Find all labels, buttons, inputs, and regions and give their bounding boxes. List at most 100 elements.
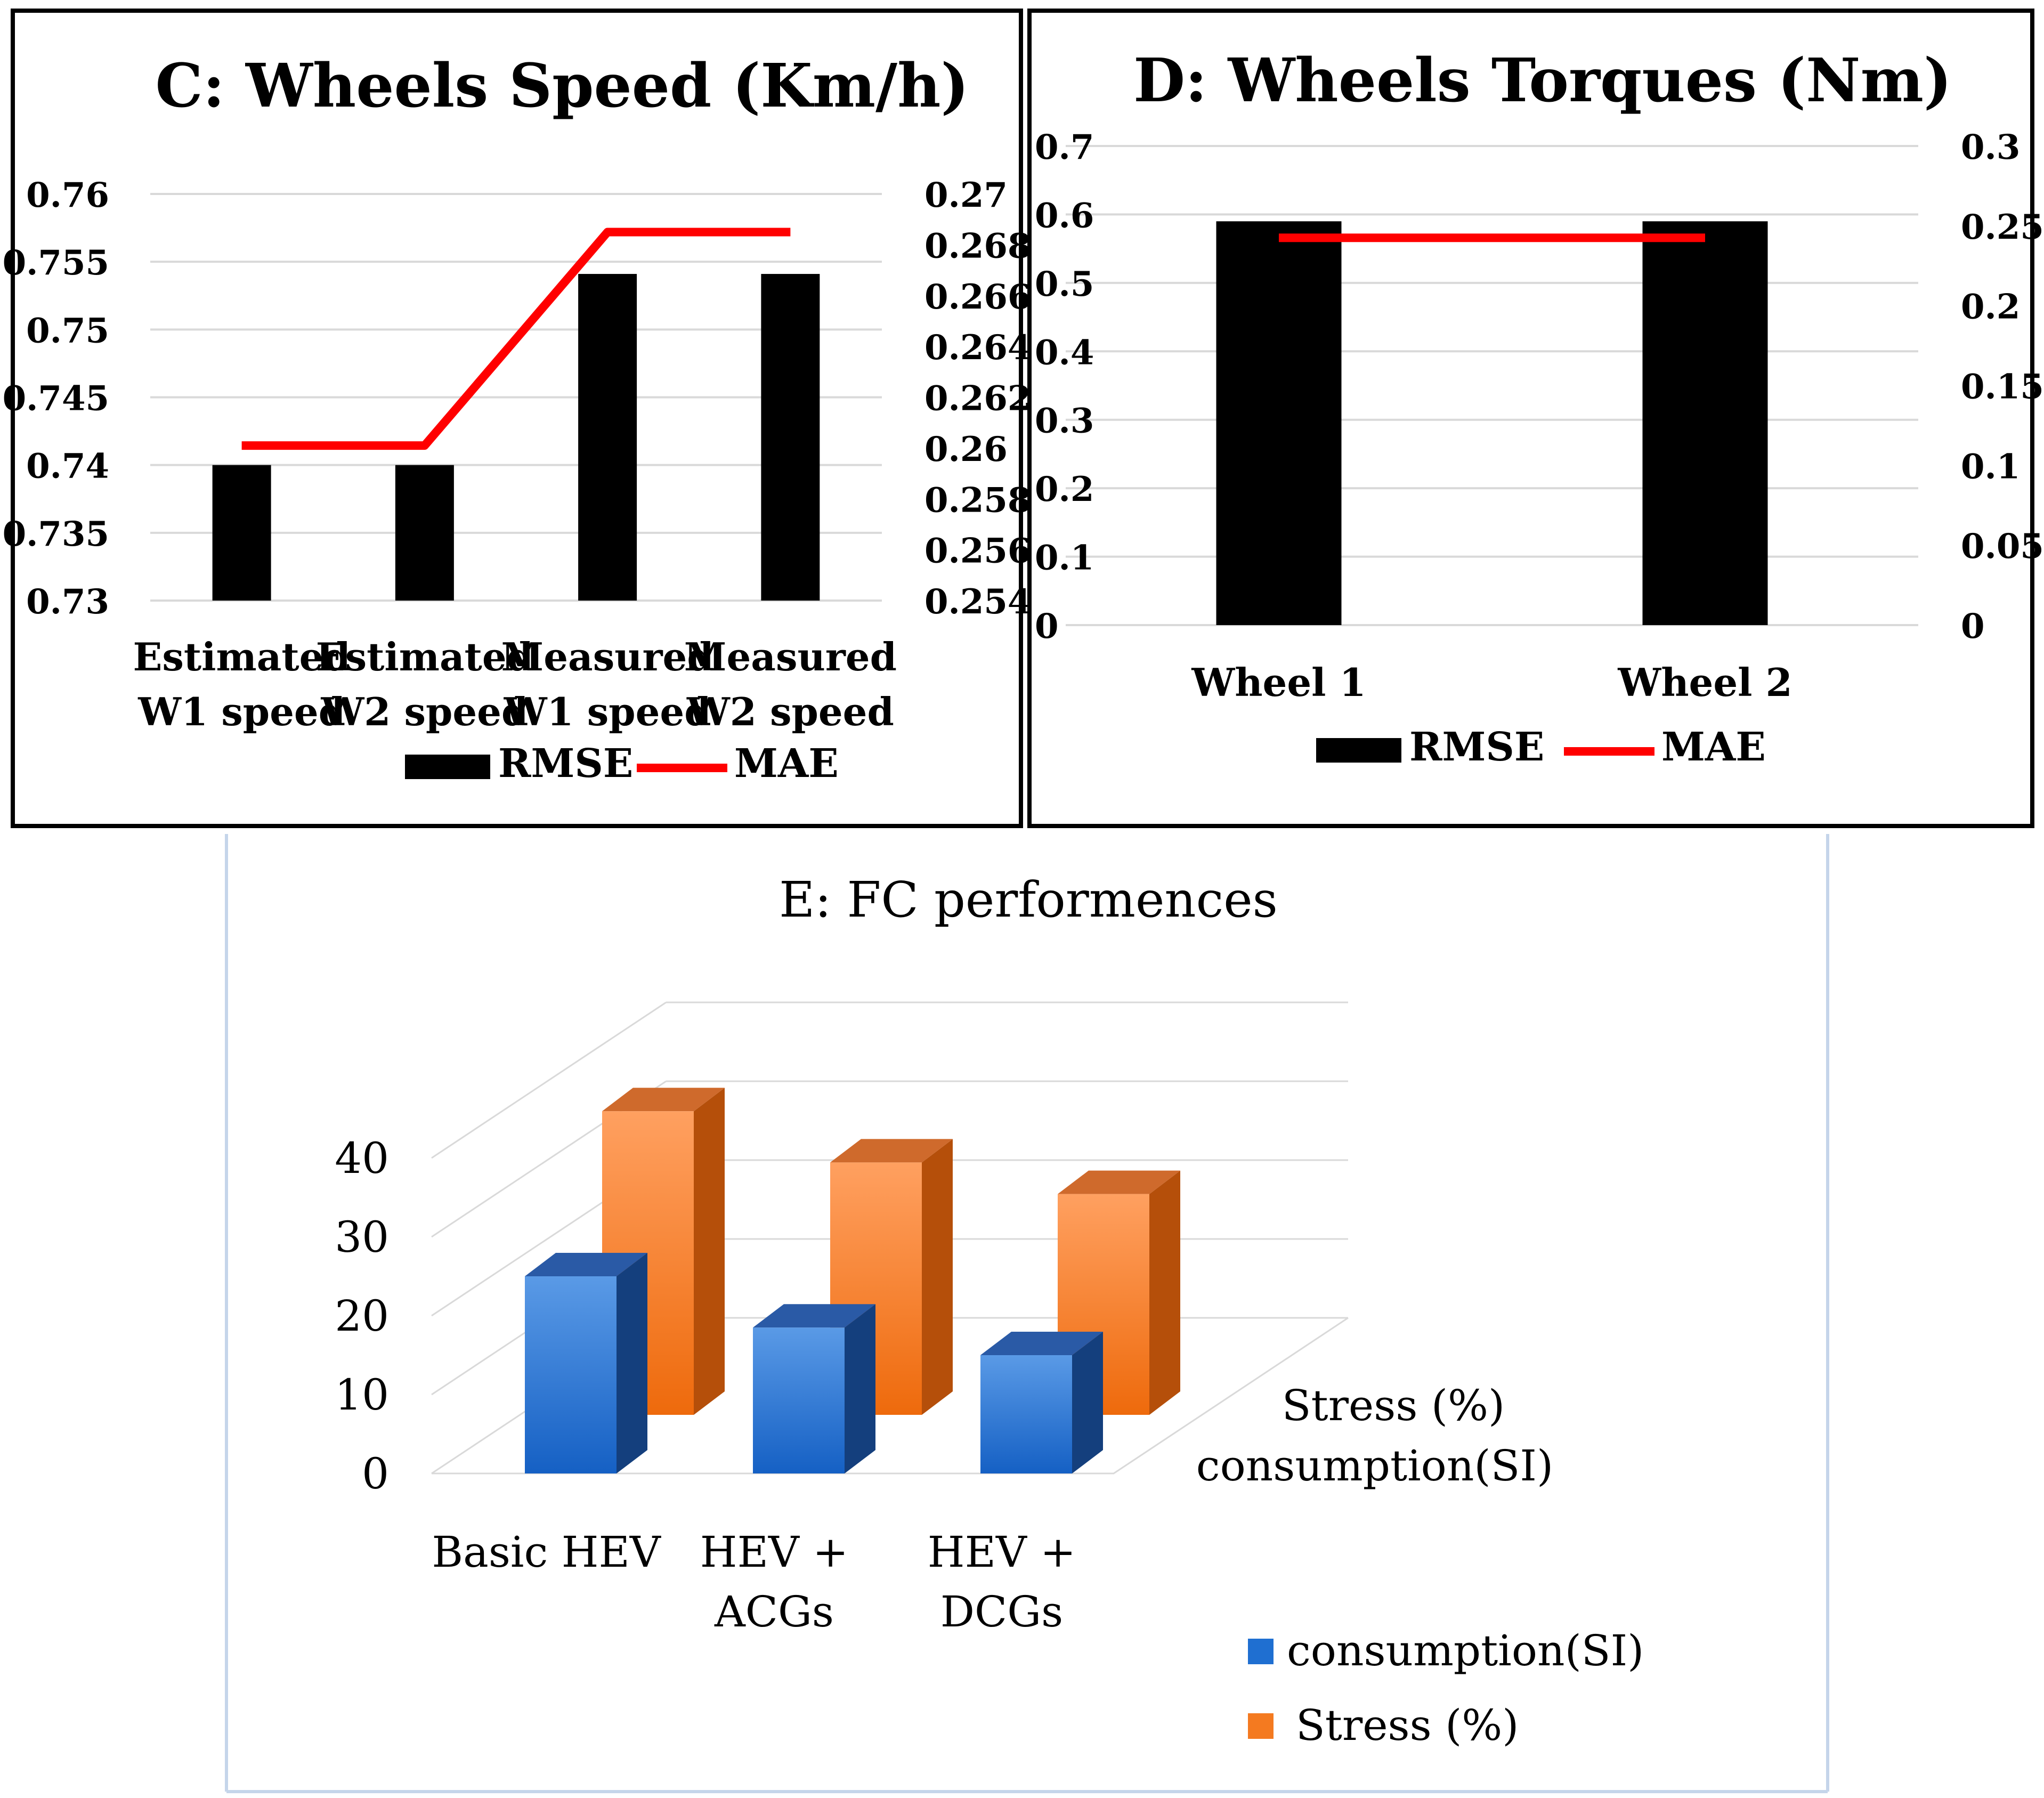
category-label: Measured <box>501 634 714 679</box>
rmse-bar <box>212 465 271 601</box>
stress-bar-top <box>1058 1170 1180 1194</box>
y-tick-label: 10 <box>335 1370 389 1420</box>
left-tick-label: 0.735 <box>3 514 109 554</box>
category-label: Wheel 2 <box>1617 660 1792 705</box>
panel-c-frame <box>11 9 1023 828</box>
legend-mae-label: MAE <box>734 741 839 787</box>
category-label: ACGs <box>714 1587 834 1637</box>
panel-c-mae-line <box>241 228 791 450</box>
left-tick-label: 0.3 <box>1035 401 1094 441</box>
panel-c-category-labels: Estimated W1 speed Estimated W2 speed Measur… <box>133 634 896 734</box>
y-tick-label: 0 <box>362 1449 389 1499</box>
legend-rmse-swatch <box>405 755 490 779</box>
right-tick-label: 0.264 <box>924 328 1031 368</box>
rmse-bar <box>578 274 637 601</box>
legend-rmse-swatch <box>1316 738 1401 763</box>
right-tick-label: 0.05 <box>1961 527 2044 566</box>
right-tick-label: 0.3 <box>1961 127 2020 167</box>
panel-e-y-ticks: 40 30 20 10 0 <box>335 1133 389 1499</box>
right-tick-label: 0.256 <box>924 531 1031 571</box>
right-tick-label: 0 <box>1961 606 1985 646</box>
left-tick-label: 0.7 <box>1035 127 1094 167</box>
depth-label-stress: Stress (%) <box>1282 1381 1505 1430</box>
right-tick-label: 0.27 <box>924 175 1008 215</box>
panel-c-gridlines <box>150 193 882 602</box>
category-label: HEV + <box>700 1527 848 1577</box>
legend-mae-label: MAE <box>1661 724 1766 770</box>
left-tick-label: 0.1 <box>1035 538 1094 578</box>
consumption-bar <box>753 1304 875 1473</box>
right-tick-label: 0.254 <box>924 582 1031 622</box>
right-tick-label: 0.262 <box>924 379 1031 419</box>
legend-rmse-label: RMSE <box>1409 724 1544 770</box>
panel-d-right-ticks: 0.3 0.25 0.2 0.15 0.1 0.05 0 <box>1961 127 2044 646</box>
panel-c-left-ticks: 0.76 0.755 0.75 0.745 0.74 0.735 0.73 <box>3 175 109 622</box>
stress-bar-side <box>1149 1170 1180 1415</box>
consumption-bar-top <box>753 1304 875 1328</box>
right-tick-label: 0.258 <box>924 480 1031 520</box>
rmse-bar <box>395 465 454 601</box>
gridline-side <box>431 1001 667 1159</box>
consumption-bar-front <box>980 1355 1072 1473</box>
consumption-bar <box>525 1253 647 1473</box>
consumption-bar-side <box>845 1304 875 1473</box>
legend-consumption-swatch <box>1248 1639 1274 1664</box>
panel-e: E: FC performences 40 30 20 10 0 Basic HEV HE… <box>225 834 1829 1793</box>
y-tick-label: 40 <box>335 1133 389 1183</box>
panel-c-right-ticks: 0.27 0.268 0.266 0.264 0.262 0.26 0.258 0.256 0.… <box>924 175 1031 622</box>
y-tick-label: 30 <box>335 1212 389 1262</box>
category-label: W2 speed <box>320 689 528 734</box>
consumption-bar-side <box>1072 1332 1103 1473</box>
consumption-bar-front <box>753 1327 845 1473</box>
left-tick-label: 0.74 <box>26 447 109 487</box>
right-tick-label: 0.2 <box>1961 287 2020 327</box>
panel-e-legend: consumption(SI) Stress (%) <box>1248 1626 1644 1750</box>
right-tick-label: 0.26 <box>924 430 1008 469</box>
mae-line <box>241 228 791 450</box>
stress-bar-top <box>830 1139 953 1163</box>
category-label: Measured <box>684 634 897 679</box>
right-tick-label: 0.266 <box>924 277 1031 317</box>
category-label: Basic HEV <box>432 1527 661 1577</box>
depth-label-consumption: consumption(SI) <box>1196 1441 1553 1491</box>
panel-d-legend: RMSE MAE <box>1316 724 1766 770</box>
left-tick-label: 0.4 <box>1035 333 1094 372</box>
panel-c-title: C: Wheels Speed (Km/h) <box>156 51 969 121</box>
legend-rmse-label: RMSE <box>498 741 633 787</box>
category-label: DCGs <box>940 1587 1063 1637</box>
panel-d-left-ticks: 0.7 0.6 0.5 0.4 0.3 0.2 0.1 0 <box>1035 127 1094 646</box>
panel-d: D: Wheels Torques (Nm) 0.7 0.6 0.5 0.4 0.3 0.… <box>1027 9 2044 828</box>
panel-e-category-labels: Basic HEV HEV + ACGs HEV + DCGs <box>432 1527 1076 1637</box>
panel-d-category-labels: Wheel 1 Wheel 2 <box>1191 660 1792 705</box>
stress-bar-side <box>694 1088 725 1415</box>
right-tick-label: 0.1 <box>1961 447 2020 487</box>
panel-d-frame <box>1027 9 2034 828</box>
left-tick-label: 0.755 <box>3 243 109 283</box>
right-tick-label: 0.268 <box>924 226 1031 266</box>
consumption-bar-top <box>980 1332 1103 1355</box>
left-tick-label: 0.745 <box>3 379 109 419</box>
rmse-bar <box>1642 221 1768 625</box>
legend-consumption-label: consumption(SI) <box>1287 1626 1644 1675</box>
left-tick-label: 0.75 <box>26 311 109 351</box>
right-tick-label: 0.25 <box>1961 207 2044 247</box>
panel-c-legend: RMSE MAE <box>405 741 839 787</box>
left-tick-label: 0.5 <box>1035 264 1094 304</box>
floor-edge <box>432 1317 1349 1475</box>
left-tick-label: 0.6 <box>1035 196 1094 236</box>
left-tick-label: 0 <box>1035 606 1059 646</box>
panel-d-title: D: Wheels Torques (Nm) <box>1133 46 1952 116</box>
y-tick-label: 20 <box>335 1291 389 1341</box>
consumption-bar-top <box>525 1253 647 1276</box>
rmse-bar <box>761 274 820 601</box>
stress-bar-top <box>602 1088 725 1112</box>
consumption-bar-side <box>617 1253 647 1473</box>
panel-c-bars <box>212 274 820 601</box>
rmse-bar <box>1216 221 1342 625</box>
category-label: W2 speed <box>686 689 894 734</box>
category-label: W1 speed <box>137 689 345 734</box>
legend-stress-swatch <box>1248 1713 1274 1739</box>
category-label: Estimated <box>133 634 350 679</box>
consumption-bar <box>980 1332 1103 1473</box>
